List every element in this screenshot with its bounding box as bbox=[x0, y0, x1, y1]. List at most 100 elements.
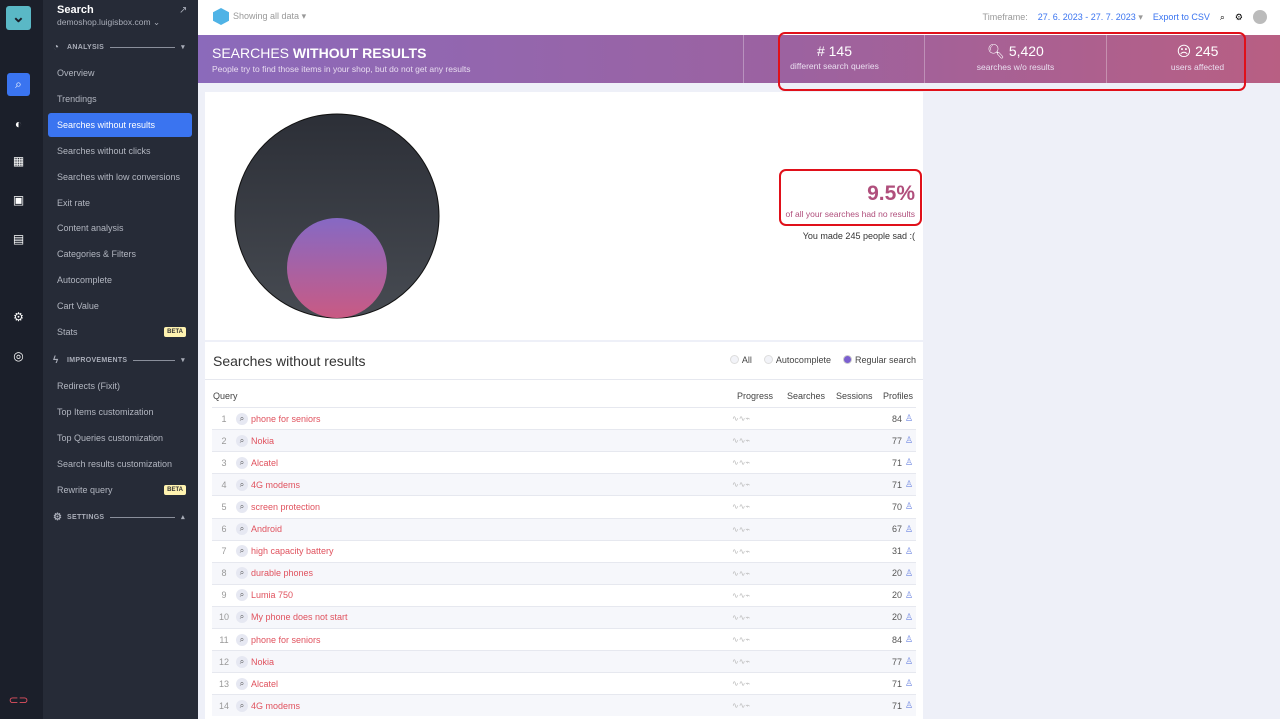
table-row[interactable]: 11 ⌕ phone for seniors ∿∿⌁ 84 ♙ bbox=[212, 628, 916, 650]
row-number: 3 bbox=[221, 457, 227, 468]
column-query[interactable]: Query bbox=[213, 391, 238, 401]
sidebar-item[interactable]: Exit rate bbox=[57, 197, 91, 208]
page-subtitle: People try to find those items in your s… bbox=[212, 64, 471, 74]
avatar[interactable] bbox=[1253, 10, 1267, 24]
domain-selector[interactable]: demoshop.luigisbox.com ⌄ bbox=[57, 17, 160, 28]
sidebar-item[interactable]: Top Queries customization bbox=[57, 433, 164, 443]
section-improvements[interactable]: ϟ IMPROVEMENTS ▾ bbox=[53, 354, 185, 366]
query-link[interactable]: Lumia 750 bbox=[251, 590, 294, 601]
query-link[interactable]: Alcatel bbox=[251, 457, 279, 468]
sidebar-item[interactable]: Trendings bbox=[57, 93, 97, 104]
user-icon[interactable]: ♙ bbox=[904, 700, 914, 711]
sidebar-item[interactable]: Categories & Filters bbox=[57, 249, 137, 260]
search-icon[interactable]: ⌕ bbox=[1219, 11, 1225, 22]
search-icon[interactable]: ⌕ bbox=[7, 73, 30, 96]
user-icon[interactable]: ♙ bbox=[904, 656, 914, 667]
sidebar-item[interactable]: Autocomplete bbox=[57, 275, 113, 286]
gear-icon[interactable]: ⚙ bbox=[13, 310, 24, 324]
sidebar-item[interactable]: Searches without results bbox=[48, 112, 192, 137]
user-icon[interactable]: ♙ bbox=[904, 634, 914, 644]
image-icon[interactable]: ▣ bbox=[12, 193, 25, 207]
sidebar-item[interactable]: Search results customization bbox=[57, 459, 173, 469]
book-icon[interactable]: ▤ bbox=[12, 232, 25, 246]
sidebar-item[interactable]: Content analysis bbox=[57, 223, 124, 234]
sidebar-item[interactable]: Overview bbox=[57, 68, 95, 78]
toggle-off-icon[interactable]: ⊂⊃ bbox=[8, 693, 29, 707]
user-icon[interactable]: ♙ bbox=[904, 435, 914, 446]
table-row[interactable]: 7 ⌕ high capacity battery ∿∿⌁ 31 ♙ bbox=[212, 539, 916, 562]
query-link[interactable]: Android bbox=[251, 524, 283, 534]
data-filter-dropdown[interactable]: Showing all data ▾ bbox=[233, 11, 306, 22]
sidebar-item[interactable]: Searches without clicks bbox=[57, 145, 151, 156]
timeframe-picker[interactable]: 27. 6. 2023 - 27. 7. 2023 ▾ bbox=[1038, 12, 1143, 23]
grid-icon[interactable]: ▦ bbox=[12, 154, 25, 168]
column-searches[interactable]: Searches bbox=[787, 391, 826, 401]
search-icon: ⌕ bbox=[236, 633, 248, 646]
table-row[interactable]: 14 ⌕ 4G modems ∿∿⌁ 71 ♙ bbox=[212, 694, 916, 717]
column-progress[interactable]: Progress bbox=[737, 391, 774, 401]
user-icon[interactable]: ♙ bbox=[904, 678, 914, 689]
search-icon: ⌕ bbox=[236, 523, 248, 535]
query-link[interactable]: Nokia bbox=[251, 656, 275, 667]
query-link[interactable]: phone for seniors bbox=[251, 634, 321, 645]
query-link[interactable]: 4G modems bbox=[251, 479, 301, 490]
sidebar-item[interactable]: Redirects (Fixit) bbox=[57, 381, 121, 391]
user-icon[interactable]: ♙ bbox=[904, 611, 914, 622]
user-icon[interactable]: ♙ bbox=[904, 545, 914, 556]
table-row[interactable]: 12 ⌕ Nokia ∿∿⌁ 77 ♙ bbox=[212, 650, 916, 673]
query-link[interactable]: Nokia bbox=[251, 435, 275, 446]
user-icon[interactable]: ♙ bbox=[904, 457, 914, 468]
query-link[interactable]: phone for seniors bbox=[251, 413, 321, 424]
row-number: 12 bbox=[218, 656, 229, 667]
filter-radio[interactable]: Regular search bbox=[842, 355, 916, 365]
column-profiles[interactable]: Profiles bbox=[883, 391, 914, 401]
caret-down-icon: ▾ bbox=[181, 44, 185, 51]
sidebar-item[interactable]: Searches with low conversions bbox=[57, 171, 181, 182]
toggle-icon[interactable]: ◐ bbox=[14, 117, 23, 131]
filter-radio[interactable]: Autocomplete bbox=[763, 355, 831, 365]
export-csv-button[interactable]: Export to CSV bbox=[1152, 12, 1210, 22]
section-settings[interactable]: ⚙ SETTINGS ▴ bbox=[53, 511, 185, 523]
row-number: 6 bbox=[221, 524, 227, 534]
sidebar-item[interactable]: Rewrite query BETA bbox=[48, 478, 192, 502]
table-row[interactable]: 1 ⌕ phone for seniors ∿∿⌁ 84 ♙ bbox=[212, 407, 916, 429]
caret-up-icon: ▴ bbox=[181, 514, 185, 521]
sidebar-item[interactable]: Stats BETA bbox=[48, 320, 192, 344]
sparkline-icon: ∿∿⌁ bbox=[732, 480, 751, 490]
row-number: 1 bbox=[221, 413, 227, 424]
table-row[interactable]: 13 ⌕ Alcatel ∿∿⌁ 71 ♙ bbox=[212, 672, 916, 694]
query-link[interactable]: durable phones bbox=[251, 568, 314, 579]
sidebar-item[interactable]: Cart Value bbox=[57, 301, 99, 312]
table-row[interactable]: 6 ⌕ Android ∿∿⌁ 67 ♙ bbox=[212, 517, 916, 540]
table-row[interactable]: 8 ⌕ durable phones ∿∿⌁ 20 ♙ bbox=[212, 561, 916, 584]
user-icon[interactable]: ♙ bbox=[904, 413, 914, 423]
logo-icon[interactable]: ⌄ bbox=[6, 6, 31, 30]
filter-radio[interactable]: All bbox=[729, 355, 752, 365]
user-icon[interactable]: ♙ bbox=[904, 523, 914, 534]
user-icon[interactable]: ♙ bbox=[904, 567, 914, 578]
profiles-count: 20 bbox=[891, 590, 902, 601]
table-row[interactable]: 2 ⌕ Nokia ∿∿⌁ 77 ♙ bbox=[212, 429, 916, 452]
query-link[interactable]: high capacity battery bbox=[251, 546, 334, 557]
external-link-icon[interactable]: ↗ bbox=[179, 5, 188, 16]
user-icon[interactable]: ♙ bbox=[904, 501, 914, 512]
chevron-down-icon: ⌄ bbox=[152, 17, 161, 27]
table-row[interactable]: 4 ⌕ 4G modems ∿∿⌁ 71 ♙ bbox=[212, 473, 916, 496]
query-link[interactable]: My phone does not start bbox=[251, 612, 348, 623]
query-link[interactable]: Alcatel bbox=[251, 678, 279, 689]
section-analysis[interactable]: ◔ ANALYSIS ▾ bbox=[53, 41, 185, 53]
query-link[interactable]: screen protection bbox=[251, 501, 321, 512]
query-link[interactable]: 4G modems bbox=[251, 700, 301, 711]
search-icon: ⌕ bbox=[236, 699, 248, 712]
table-row[interactable]: 10 ⌕ My phone does not start ∿∿⌁ 20 ♙ bbox=[212, 605, 916, 628]
table-row[interactable]: 3 ⌕ Alcatel ∿∿⌁ 71 ♙ bbox=[212, 451, 916, 473]
sidebar-item[interactable]: Top Items customization bbox=[57, 407, 154, 417]
table-row[interactable]: 5 ⌕ screen protection ∿∿⌁ 70 ♙ bbox=[212, 495, 916, 517]
profiles-count: 20 bbox=[891, 568, 902, 579]
gear-icon[interactable]: ⚙ bbox=[1234, 11, 1243, 22]
table-row[interactable]: 9 ⌕ Lumia 750 ∿∿⌁ 20 ♙ bbox=[212, 583, 916, 606]
user-icon[interactable]: ♙ bbox=[904, 589, 914, 600]
column-sessions[interactable]: Sessions bbox=[836, 391, 873, 401]
user-icon[interactable]: ♙ bbox=[904, 479, 914, 490]
lifebuoy-icon[interactable]: ◎ bbox=[13, 349, 24, 363]
